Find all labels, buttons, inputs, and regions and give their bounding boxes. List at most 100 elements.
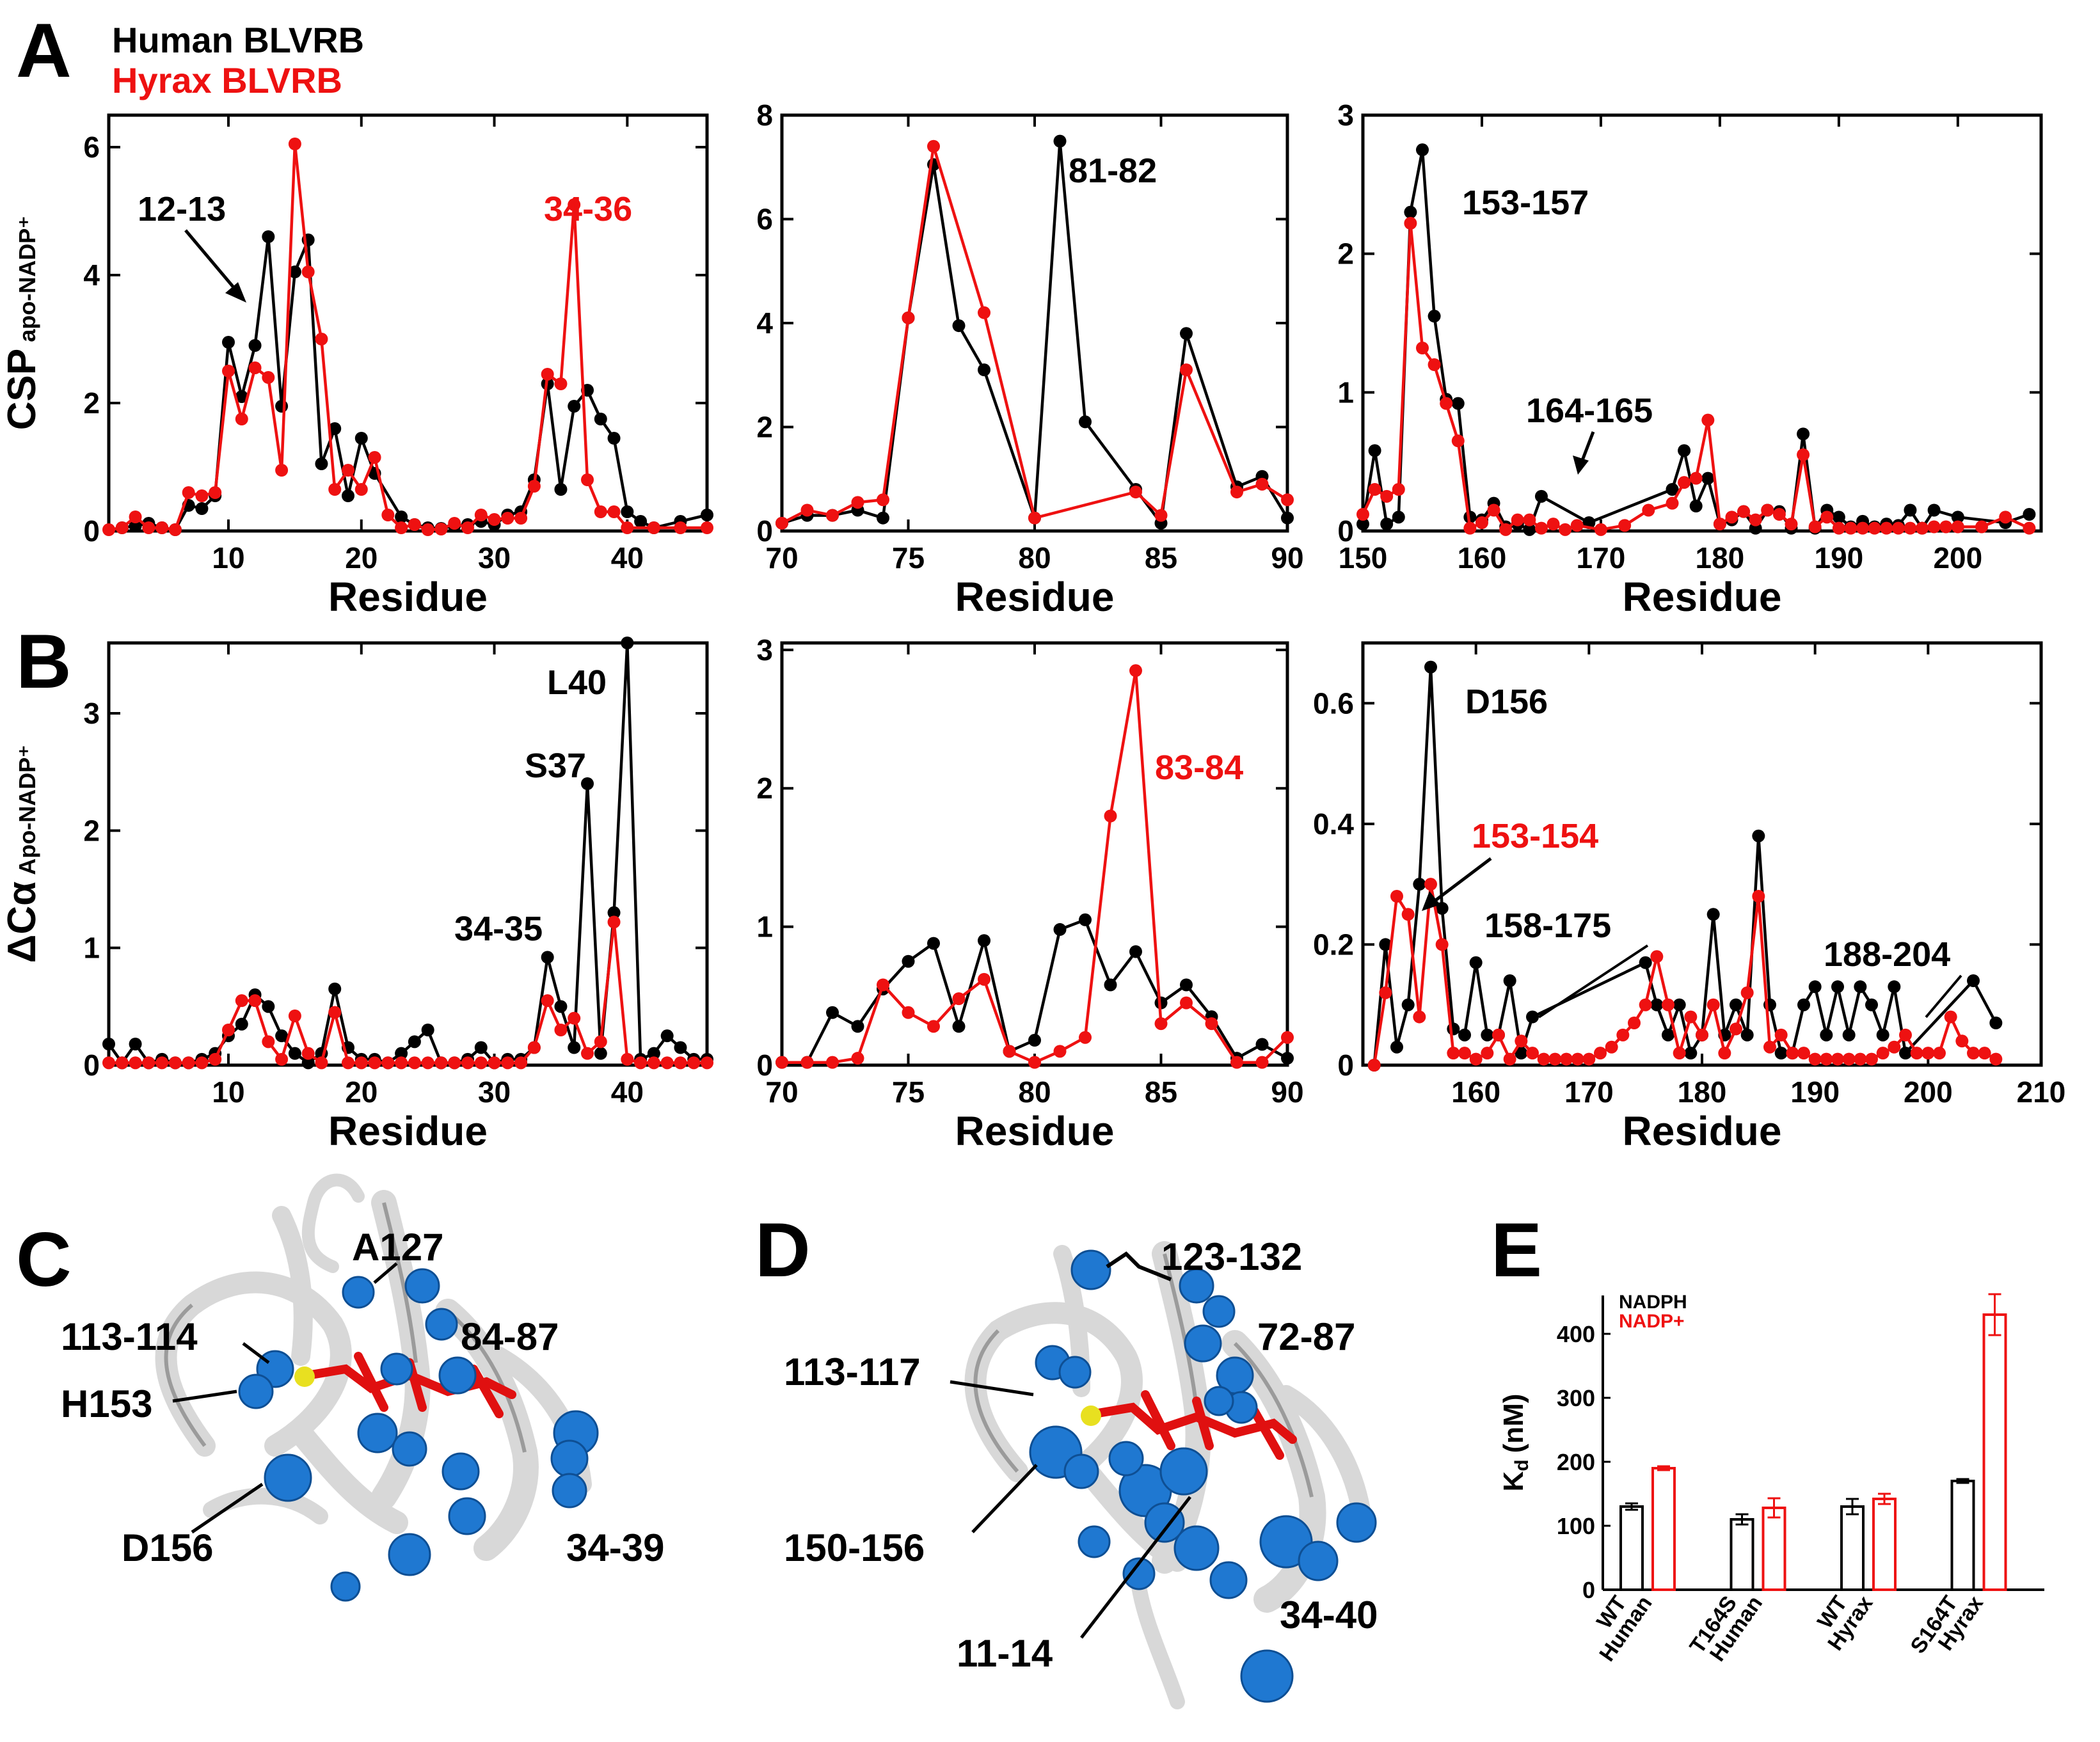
plot-frame bbox=[780, 113, 1289, 533]
x-tick-label: 70 bbox=[765, 541, 798, 574]
data-point bbox=[1281, 493, 1294, 507]
x-tick-label: 200 bbox=[1933, 541, 1982, 574]
label-d156: D156 bbox=[122, 1526, 213, 1569]
x-tick-label: 160 bbox=[1451, 1075, 1500, 1109]
data-point bbox=[1666, 483, 1679, 496]
chart-dca-residues-1-46: 10 20 30 40 0 1 2 3 Residue ΔCαApo-NADP⁺ bbox=[0, 637, 713, 1154]
data-point bbox=[1154, 996, 1168, 1010]
data-point bbox=[1689, 500, 1703, 512]
data-point bbox=[1428, 358, 1441, 371]
data-point bbox=[1989, 1017, 2003, 1029]
data-point bbox=[395, 1056, 408, 1070]
data-point bbox=[1797, 427, 1810, 441]
data-point bbox=[1469, 1052, 1483, 1066]
data-point bbox=[1921, 1047, 1935, 1060]
data-point bbox=[115, 521, 129, 534]
data-point bbox=[1515, 1034, 1528, 1048]
data-point bbox=[1842, 1028, 1856, 1041]
data-point bbox=[1639, 956, 1652, 969]
data-point bbox=[1967, 974, 1980, 987]
x-tick-label: 10 bbox=[212, 1075, 244, 1109]
data-point bbox=[660, 1056, 674, 1070]
data-point bbox=[1701, 413, 1715, 427]
data-point bbox=[342, 1056, 354, 1070]
bar-nadph bbox=[1730, 1518, 1754, 1591]
data-point bbox=[1428, 310, 1441, 323]
protein-ribbon-c-shade bbox=[164, 1202, 527, 1453]
data-point bbox=[621, 505, 634, 518]
data-point bbox=[1526, 1010, 1539, 1024]
data-point bbox=[1401, 908, 1415, 921]
data-point bbox=[102, 523, 115, 536]
series-hyrax bbox=[102, 915, 713, 1070]
data-point bbox=[1571, 1052, 1584, 1066]
annotation-164-165: 164-165 bbox=[1526, 392, 1653, 430]
data-point bbox=[674, 521, 687, 534]
data-point bbox=[408, 1035, 421, 1049]
data-point bbox=[1832, 521, 1845, 535]
data-point bbox=[1104, 809, 1117, 823]
data-point bbox=[342, 489, 354, 502]
data-point bbox=[952, 992, 966, 1006]
data-point bbox=[368, 451, 381, 464]
annotation-s37: S37 bbox=[525, 747, 586, 785]
y-tick-label: 100 bbox=[1557, 1513, 1595, 1539]
data-point bbox=[275, 1052, 289, 1066]
data-point bbox=[1230, 1056, 1243, 1069]
data-point bbox=[1458, 1028, 1471, 1041]
data-point bbox=[1003, 1045, 1016, 1058]
data-point bbox=[474, 1056, 488, 1070]
data-point bbox=[1696, 1028, 1708, 1041]
data-point bbox=[1904, 521, 1917, 535]
data-point bbox=[1499, 523, 1513, 536]
data-point bbox=[1028, 1056, 1041, 1069]
data-point bbox=[1415, 342, 1429, 354]
y-axis-title: Kd(nM) bbox=[1498, 1394, 1532, 1492]
data-point bbox=[222, 336, 235, 349]
annotation-34-35: 34-35 bbox=[454, 910, 543, 948]
data-point bbox=[1955, 1034, 1969, 1048]
data-point bbox=[1752, 829, 1765, 843]
data-point bbox=[902, 311, 915, 324]
data-point bbox=[1880, 521, 1893, 535]
x-tick-label: 180 bbox=[1696, 541, 1745, 574]
plot-frame bbox=[107, 113, 709, 533]
data-point bbox=[182, 486, 195, 499]
x-tick-label: 20 bbox=[345, 1075, 378, 1109]
panel-label-a: A bbox=[16, 8, 72, 93]
plot-frame bbox=[1361, 113, 2043, 533]
data-point bbox=[354, 1056, 368, 1070]
data-point bbox=[1642, 503, 1655, 517]
data-point bbox=[248, 994, 262, 1008]
data-point bbox=[1404, 217, 1417, 230]
y-tick-label: 0 bbox=[83, 1049, 100, 1082]
data-point bbox=[1678, 444, 1691, 457]
hydride-atom-d bbox=[1081, 1405, 1101, 1426]
data-point bbox=[1367, 1059, 1381, 1072]
data-point bbox=[594, 413, 607, 425]
annotation-153-157: 153-157 bbox=[1462, 184, 1589, 222]
panel-label-e: E bbox=[1491, 1207, 1542, 1293]
data-point bbox=[395, 1047, 408, 1060]
data-point bbox=[1618, 519, 1632, 532]
data-point bbox=[927, 1020, 940, 1033]
data-point bbox=[275, 1029, 289, 1043]
data-point bbox=[674, 1056, 687, 1070]
data-point bbox=[1548, 1052, 1562, 1066]
data-point bbox=[1451, 434, 1465, 448]
data-point bbox=[1526, 1047, 1539, 1060]
series-human bbox=[776, 134, 1294, 530]
data-point bbox=[1458, 1047, 1471, 1060]
data-point bbox=[461, 521, 474, 534]
series-line bbox=[781, 139, 1289, 525]
data-point bbox=[195, 489, 209, 502]
data-point bbox=[776, 516, 788, 530]
data-point bbox=[1684, 1010, 1698, 1024]
plot-frame bbox=[780, 641, 1289, 1067]
data-point bbox=[288, 1010, 301, 1022]
chart-dca-residues-70-90: 70 75 80 85 90 0 1 2 3 Residue bbox=[756, 633, 1303, 1154]
series-hyrax bbox=[776, 664, 1294, 1069]
y-tick-label: 0 bbox=[1582, 1577, 1595, 1603]
data-point bbox=[1772, 508, 1786, 521]
